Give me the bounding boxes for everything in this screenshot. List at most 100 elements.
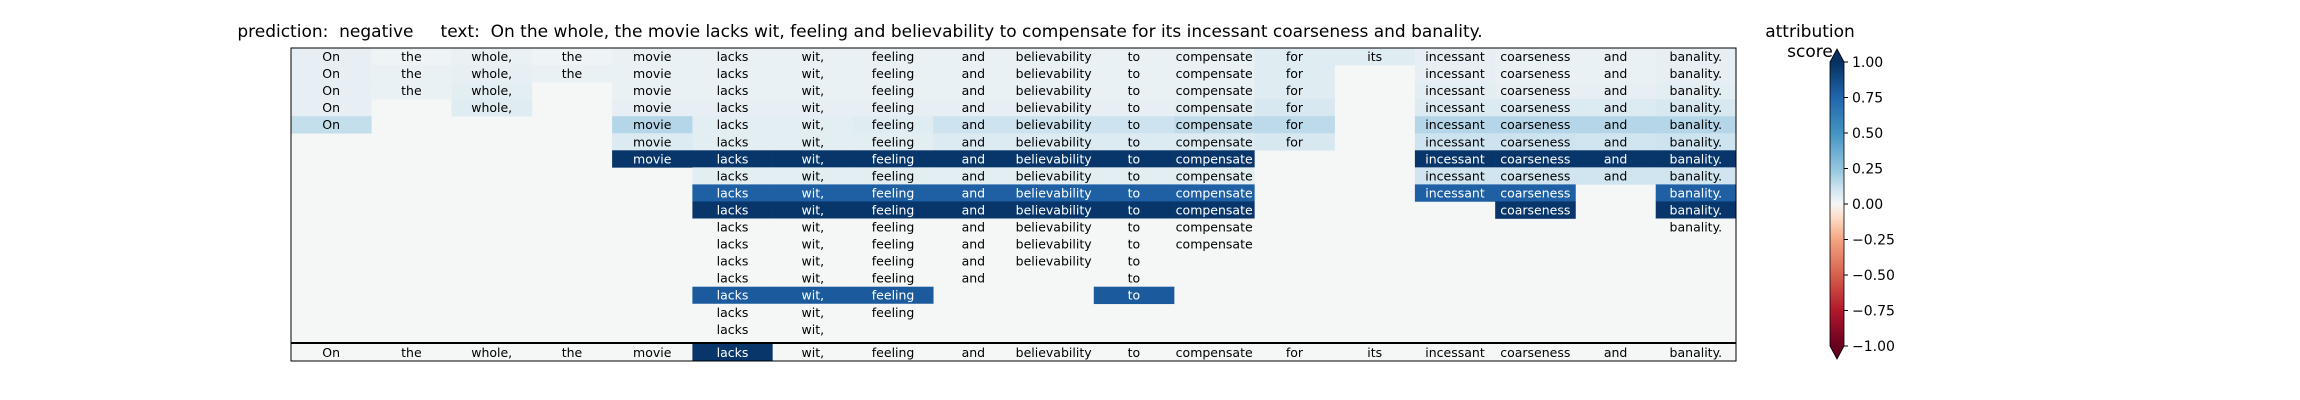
token-label: and [962, 134, 986, 149]
heatmap-cell [692, 133, 773, 151]
token-label: believability [1016, 168, 1093, 183]
token-label: and [962, 151, 986, 166]
heatmap-cell [612, 133, 693, 151]
heatmap-cell [692, 99, 773, 117]
heatmap-cell [852, 133, 934, 151]
token-label: movie [633, 151, 672, 166]
token-label: for [1286, 83, 1304, 98]
heatmap-cell [1013, 99, 1095, 117]
heatmap-cell [1093, 133, 1175, 151]
token-label: wit, [802, 202, 825, 217]
heatmap-cell [852, 252, 934, 270]
token-label: and [962, 220, 986, 235]
colorbar-tick-label: 0.50 [1852, 126, 1883, 142]
heatmap-cell [1495, 116, 1576, 134]
summary-token-label: believability [1016, 345, 1093, 360]
summary-token-label: compensate [1176, 345, 1253, 360]
colorbar-tick-label: 0.75 [1852, 91, 1883, 107]
colorbar-gradient [1830, 62, 1844, 346]
token-label: compensate [1176, 100, 1253, 115]
heatmap-cell [1655, 116, 1737, 134]
heatmap-cell [451, 99, 533, 117]
heatmap-cell [1414, 99, 1496, 117]
summary-cell [371, 344, 452, 362]
heatmap-cell [1655, 201, 1737, 219]
heatmap-cell [451, 48, 533, 66]
token-label: whole, [471, 100, 512, 115]
token-label: the [562, 49, 583, 64]
heatmap-cell [1575, 150, 1657, 168]
token-label: to [1128, 254, 1141, 269]
heatmap-cell [1174, 201, 1255, 219]
token-label: to [1128, 83, 1141, 98]
token-label: to [1128, 117, 1141, 132]
token-label: and [962, 83, 986, 98]
colorbar-tick-label: 1.00 [1852, 55, 1883, 71]
token-label: lacks [717, 220, 749, 235]
heatmap-cell [692, 235, 773, 253]
heatmap-cell [852, 269, 934, 287]
token-label: banality. [1670, 66, 1723, 81]
token-label: wit, [802, 49, 825, 64]
heatmap-cell [692, 150, 773, 168]
heatmap-cell [1254, 99, 1335, 117]
heatmap-cell [1093, 150, 1175, 168]
token-label: feeling [872, 49, 915, 64]
heatmap-cell [933, 167, 1014, 185]
colorbar-tick-label: 0.00 [1852, 197, 1883, 213]
heatmap-cell [1655, 218, 1737, 236]
heatmap-cell [772, 218, 854, 236]
token-label: to [1128, 185, 1141, 200]
token-label: wit, [802, 237, 825, 252]
heatmap-cell [1575, 133, 1657, 151]
heatmap-cell [1655, 150, 1737, 168]
heatmap-cell [1655, 99, 1737, 117]
token-label: coarseness [1500, 66, 1570, 81]
token-label: movie [633, 117, 672, 132]
token-label: incessant [1425, 185, 1485, 200]
colorbar-tick-label: −1.00 [1852, 339, 1895, 355]
heatmap-cell [852, 82, 934, 100]
summary-cell [1414, 344, 1496, 362]
token-label: coarseness [1500, 100, 1570, 115]
heatmap-cell [692, 218, 773, 236]
summary-token-label: the [562, 345, 583, 360]
summary-token-label: and [962, 345, 986, 360]
heatmap-cell [692, 303, 773, 322]
colorbar-max-arrow [1830, 49, 1844, 62]
heatmap-cell [772, 320, 854, 339]
heatmap-cell [1495, 184, 1576, 202]
heatmap-cell [933, 252, 1014, 270]
heatmap-cell [1093, 65, 1175, 83]
colorbar-tick-label: −0.50 [1852, 268, 1895, 284]
summary-cell [692, 344, 773, 362]
heatmap-cell [772, 167, 854, 185]
summary-cell [1093, 344, 1175, 362]
token-label: and [962, 66, 986, 81]
heatmap-cell [692, 65, 773, 83]
summary-cell [1013, 344, 1095, 362]
token-label: banality. [1670, 134, 1723, 149]
summary-cell [1655, 344, 1737, 362]
heatmap-cell [852, 303, 934, 322]
token-label: feeling [872, 237, 915, 252]
token-label: and [1604, 134, 1628, 149]
heatmap-cell [1093, 201, 1175, 219]
token-label: believability [1016, 100, 1093, 115]
token-label: feeling [872, 220, 915, 235]
heatmap-cell [612, 82, 693, 100]
heatmap-cell [451, 82, 533, 100]
token-label: feeling [872, 66, 915, 81]
token-label: compensate [1176, 49, 1253, 64]
token-label: and [962, 185, 986, 200]
heatmap-cell [1575, 99, 1657, 117]
heatmap-cell [1093, 184, 1175, 202]
token-label: wit, [802, 151, 825, 166]
token-label: incessant [1425, 100, 1485, 115]
heatmap-cell [933, 116, 1014, 134]
token-label: and [962, 254, 986, 269]
heatmap-cell [1013, 184, 1095, 202]
token-label: compensate [1176, 134, 1253, 149]
heatmap-cell [1254, 133, 1335, 151]
token-label: movie [633, 83, 672, 98]
